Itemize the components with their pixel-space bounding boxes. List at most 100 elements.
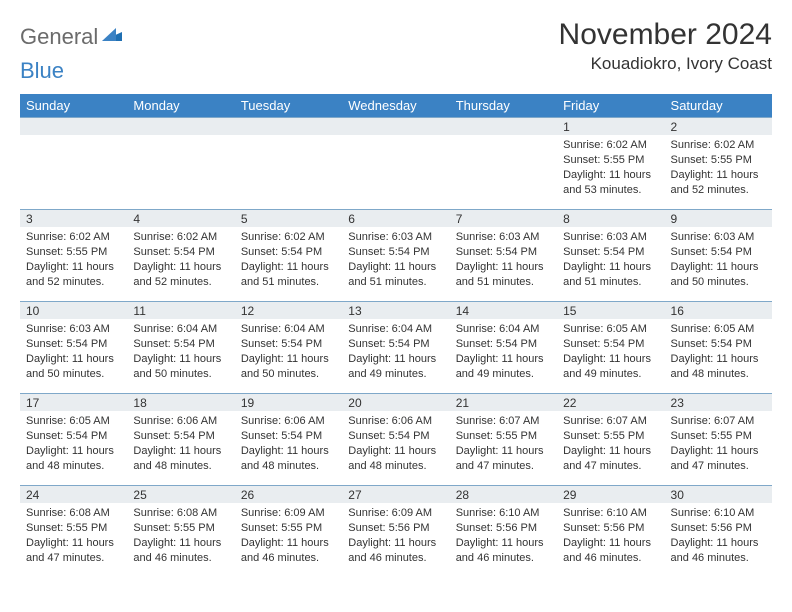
day-header: Sunday (20, 94, 127, 117)
sunrise-text: Sunrise: 6:09 AM (348, 506, 443, 521)
sunrise-text: Sunrise: 6:05 AM (563, 322, 658, 337)
sunset-text: Sunset: 5:54 PM (26, 429, 121, 444)
calendar-day-cell (235, 117, 342, 209)
calendar-week-row: 1Sunrise: 6:02 AMSunset: 5:55 PMDaylight… (20, 117, 772, 209)
day-header: Monday (127, 94, 234, 117)
day-content: Sunrise: 6:09 AMSunset: 5:56 PMDaylight:… (342, 503, 449, 571)
day-content: Sunrise: 6:07 AMSunset: 5:55 PMDaylight:… (450, 411, 557, 479)
day-content: Sunrise: 6:10 AMSunset: 5:56 PMDaylight:… (557, 503, 664, 571)
sunset-text: Sunset: 5:54 PM (348, 245, 443, 260)
title-block: November 2024 Kouadiokro, Ivory Coast (559, 18, 772, 74)
sunrise-text: Sunrise: 6:03 AM (348, 230, 443, 245)
calendar-day-cell: 20Sunrise: 6:06 AMSunset: 5:54 PMDayligh… (342, 393, 449, 485)
day-number: 4 (127, 209, 234, 227)
daylight-text: Daylight: 11 hours and 51 minutes. (456, 260, 551, 290)
sunrise-text: Sunrise: 6:03 AM (563, 230, 658, 245)
daylight-text: Daylight: 11 hours and 46 minutes. (348, 536, 443, 566)
calendar-body: 1Sunrise: 6:02 AMSunset: 5:55 PMDaylight… (20, 117, 772, 577)
sunset-text: Sunset: 5:54 PM (456, 245, 551, 260)
day-number: 7 (450, 209, 557, 227)
daylight-text: Daylight: 11 hours and 48 minutes. (26, 444, 121, 474)
calendar-day-cell: 9Sunrise: 6:03 AMSunset: 5:54 PMDaylight… (665, 209, 772, 301)
day-number: 25 (127, 485, 234, 503)
daylight-text: Daylight: 11 hours and 50 minutes. (26, 352, 121, 382)
day-number: 15 (557, 301, 664, 319)
day-number: 1 (557, 117, 664, 135)
sunset-text: Sunset: 5:54 PM (563, 245, 658, 260)
daylight-text: Daylight: 11 hours and 50 minutes. (133, 352, 228, 382)
sunrise-text: Sunrise: 6:08 AM (133, 506, 228, 521)
daylight-text: Daylight: 11 hours and 49 minutes. (348, 352, 443, 382)
daylight-text: Daylight: 11 hours and 46 minutes. (671, 536, 766, 566)
sunset-text: Sunset: 5:56 PM (348, 521, 443, 536)
day-number: 16 (665, 301, 772, 319)
day-content: Sunrise: 6:04 AMSunset: 5:54 PMDaylight:… (450, 319, 557, 387)
day-content: Sunrise: 6:03 AMSunset: 5:54 PMDaylight:… (557, 227, 664, 295)
sunrise-text: Sunrise: 6:06 AM (348, 414, 443, 429)
day-number: 30 (665, 485, 772, 503)
day-number: 24 (20, 485, 127, 503)
sunset-text: Sunset: 5:54 PM (26, 337, 121, 352)
daylight-text: Daylight: 11 hours and 51 minutes. (241, 260, 336, 290)
daylight-text: Daylight: 11 hours and 51 minutes. (348, 260, 443, 290)
sunrise-text: Sunrise: 6:06 AM (133, 414, 228, 429)
calendar-day-cell: 18Sunrise: 6:06 AMSunset: 5:54 PMDayligh… (127, 393, 234, 485)
sunset-text: Sunset: 5:55 PM (26, 245, 121, 260)
daylight-text: Daylight: 11 hours and 49 minutes. (456, 352, 551, 382)
daylight-text: Daylight: 11 hours and 47 minutes. (456, 444, 551, 474)
calendar-day-cell: 8Sunrise: 6:03 AMSunset: 5:54 PMDaylight… (557, 209, 664, 301)
calendar-day-cell: 19Sunrise: 6:06 AMSunset: 5:54 PMDayligh… (235, 393, 342, 485)
calendar-day-cell: 27Sunrise: 6:09 AMSunset: 5:56 PMDayligh… (342, 485, 449, 577)
day-number: 18 (127, 393, 234, 411)
day-header: Wednesday (342, 94, 449, 117)
sunrise-text: Sunrise: 6:04 AM (133, 322, 228, 337)
sunrise-text: Sunrise: 6:03 AM (26, 322, 121, 337)
sunset-text: Sunset: 5:55 PM (563, 429, 658, 444)
sunrise-text: Sunrise: 6:03 AM (456, 230, 551, 245)
day-number: 3 (20, 209, 127, 227)
daylight-text: Daylight: 11 hours and 46 minutes. (563, 536, 658, 566)
calendar-day-cell: 11Sunrise: 6:04 AMSunset: 5:54 PMDayligh… (127, 301, 234, 393)
daylight-text: Daylight: 11 hours and 46 minutes. (133, 536, 228, 566)
daylight-text: Daylight: 11 hours and 52 minutes. (671, 168, 766, 198)
day-content: Sunrise: 6:06 AMSunset: 5:54 PMDaylight:… (127, 411, 234, 479)
calendar-day-cell: 10 Sunrise: 6:03 AMSunset: 5:54 PMDayligh… (20, 301, 127, 393)
sunset-text: Sunset: 5:54 PM (671, 245, 766, 260)
daylight-text: Daylight: 11 hours and 48 minutes. (241, 444, 336, 474)
sunset-text: Sunset: 5:54 PM (133, 337, 228, 352)
calendar-day-cell: 1Sunrise: 6:02 AMSunset: 5:55 PMDaylight… (557, 117, 664, 209)
calendar-day-cell: 4Sunrise: 6:02 AMSunset: 5:54 PMDaylight… (127, 209, 234, 301)
day-number: 27 (342, 485, 449, 503)
sunset-text: Sunset: 5:55 PM (671, 153, 766, 168)
calendar-day-cell: 3Sunrise: 6:02 AMSunset: 5:55 PMDaylight… (20, 209, 127, 301)
sunset-text: Sunset: 5:55 PM (26, 521, 121, 536)
day-number: 14 (450, 301, 557, 319)
daylight-text: Daylight: 11 hours and 49 minutes. (563, 352, 658, 382)
day-number: 19 (235, 393, 342, 411)
calendar-day-cell: 5Sunrise: 6:02 AMSunset: 5:54 PMDaylight… (235, 209, 342, 301)
calendar-day-cell: 13Sunrise: 6:04 AMSunset: 5:54 PMDayligh… (342, 301, 449, 393)
daylight-text: Daylight: 11 hours and 53 minutes. (563, 168, 658, 198)
sunrise-text: Sunrise: 6:07 AM (456, 414, 551, 429)
day-content: Sunrise: 6:10 AMSunset: 5:56 PMDaylight:… (450, 503, 557, 571)
daylight-text: Daylight: 11 hours and 50 minutes. (241, 352, 336, 382)
sunset-text: Sunset: 5:54 PM (241, 337, 336, 352)
day-content: Sunrise: 6:03 AMSunset: 5:54 PMDaylight:… (342, 227, 449, 295)
calendar-day-cell: 16Sunrise: 6:05 AMSunset: 5:54 PMDayligh… (665, 301, 772, 393)
sunrise-text: Sunrise: 6:08 AM (26, 506, 121, 521)
day-number: 10 (20, 301, 127, 319)
day-header: Saturday (665, 94, 772, 117)
sunrise-text: Sunrise: 6:02 AM (671, 138, 766, 153)
sunrise-text: Sunrise: 6:10 AM (563, 506, 658, 521)
day-number: 21 (450, 393, 557, 411)
day-number: 20 (342, 393, 449, 411)
day-number-empty (450, 117, 557, 135)
sunset-text: Sunset: 5:54 PM (456, 337, 551, 352)
day-content: Sunrise: 6:03 AMSunset: 5:54 PMDaylight:… (665, 227, 772, 295)
daylight-text: Daylight: 11 hours and 52 minutes. (133, 260, 228, 290)
calendar-day-cell: 21Sunrise: 6:07 AMSunset: 5:55 PMDayligh… (450, 393, 557, 485)
day-number: 26 (235, 485, 342, 503)
day-content: Sunrise: 6:08 AMSunset: 5:55 PMDaylight:… (20, 503, 127, 571)
calendar-week-row: 24Sunrise: 6:08 AMSunset: 5:55 PMDayligh… (20, 485, 772, 577)
calendar-day-cell: 30Sunrise: 6:10 AMSunset: 5:56 PMDayligh… (665, 485, 772, 577)
